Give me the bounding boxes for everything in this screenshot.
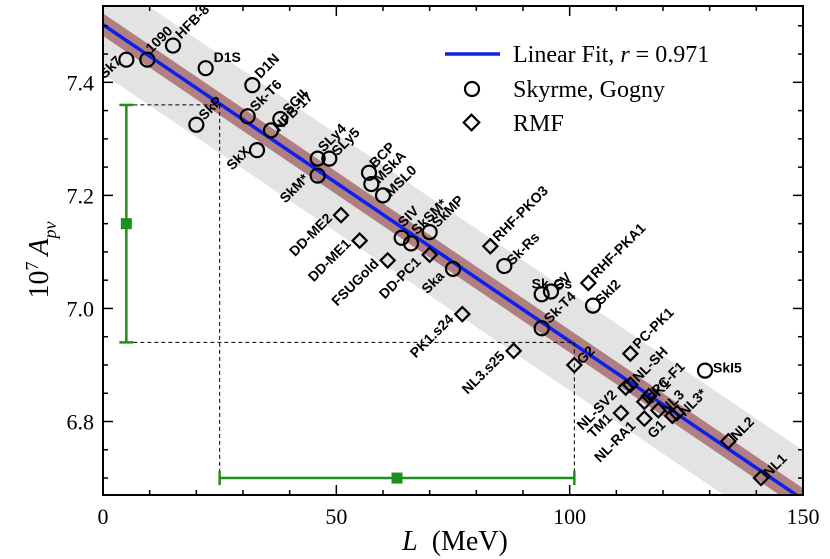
skyrme-point: [197, 60, 214, 77]
rmf-point: [481, 237, 499, 255]
rmf-point: [612, 404, 630, 422]
rmf-point: [565, 356, 583, 374]
point-label: D1N: [251, 50, 282, 81]
point-label: RHF-PKA1: [587, 220, 649, 282]
legend-rmf-label: RMF: [513, 111, 564, 137]
rmf-point: [719, 432, 737, 450]
rmf-point: [635, 410, 653, 428]
skyrme-point: [374, 187, 392, 204]
skyrme-point: [188, 116, 205, 133]
point-label: PC-PK1: [629, 304, 677, 352]
skyrme-point: [363, 175, 380, 193]
skyrme-point: [164, 37, 182, 54]
skyrme-point: [248, 142, 266, 159]
x-tick-label: 150: [787, 504, 820, 529]
rmf-point: [379, 251, 397, 270]
rmf-point: [668, 404, 686, 422]
point-label: RHF-PKO3: [489, 182, 551, 244]
skyrme-point: [309, 150, 326, 167]
legend: Linear Fit, r = 0.971 Skyrme, Gogny RMF: [445, 42, 709, 137]
point-label: NL3.s25: [459, 348, 508, 397]
legend-skyrme-label: Skyrme, Gogny: [513, 77, 665, 103]
rmf-point: [332, 206, 350, 224]
skyrme-point: [244, 77, 261, 94]
legend-fit-label: Linear Fit, r = 0.971: [513, 42, 709, 68]
skyrme-point: [444, 260, 462, 277]
x-tick-label: 0: [98, 504, 109, 529]
skyrme-point: [118, 51, 135, 68]
skyrme-gogny-series: [118, 37, 714, 379]
rmf-point: [621, 345, 639, 363]
skyrme-point: [421, 224, 438, 241]
skyrme-point: [402, 235, 420, 252]
point-label: SkI5: [713, 360, 742, 376]
point-label: SkI2: [592, 276, 624, 308]
y-tick-label: 7.4: [67, 70, 95, 95]
skyrme-point: [272, 110, 289, 128]
rmf-point: [505, 342, 523, 360]
skyrme-point: [533, 286, 550, 303]
point-label: Sk-Gs: [532, 275, 573, 291]
constraint-x-errorbar: [218, 471, 576, 486]
constraint-y-errorbar: [119, 103, 134, 344]
skyrme-point: [321, 150, 338, 167]
point-label: PK1.s24: [407, 311, 457, 361]
axis-ticks: [102, 6, 804, 495]
axis-tick-labels: 0 50 100 150 6.8 7.0 7.2 7.4: [67, 70, 820, 529]
plot-frame: [102, 5, 804, 496]
skyrme-point: [360, 164, 378, 181]
rmf-point: [579, 274, 597, 292]
skyrme-point: [239, 108, 256, 125]
y-tick-label: 7.0: [67, 296, 95, 321]
rmf-point: [351, 231, 369, 250]
legend-diamond-marker: [462, 113, 481, 132]
point-label: D1S: [214, 49, 241, 65]
rmf-point: [649, 401, 667, 419]
constraint-y-marker: [120, 218, 132, 230]
rmf-series: [332, 206, 770, 487]
x-tick-label: 100: [553, 504, 586, 529]
y-tick-label: 6.8: [67, 410, 95, 435]
skyrme-point: [496, 257, 513, 275]
constraint-x-marker: [391, 472, 403, 484]
rmf-point: [635, 393, 653, 411]
y-axis-label: 107Apv: [22, 221, 60, 298]
skyrme-point: [533, 320, 550, 337]
rmf-point: [752, 469, 770, 487]
skyrme-point: [262, 122, 280, 139]
skyrme-point: [542, 283, 560, 300]
skyrme-point: [309, 167, 326, 184]
skyrme-point: [584, 297, 602, 314]
legend-circle-marker: [463, 80, 481, 98]
skyrme-point: [139, 51, 156, 68]
x-axis-label: L (MeV): [401, 526, 508, 557]
y-tick-label: 7.2: [67, 183, 95, 208]
x-tick-label: 50: [325, 504, 347, 529]
rmf-point: [453, 305, 471, 323]
skyrme-point: [696, 362, 714, 379]
point-label: HFB-8: [172, 1, 213, 42]
rmf-point: [640, 387, 658, 405]
rmf-point: [421, 246, 439, 264]
rmf-point: [617, 378, 635, 397]
